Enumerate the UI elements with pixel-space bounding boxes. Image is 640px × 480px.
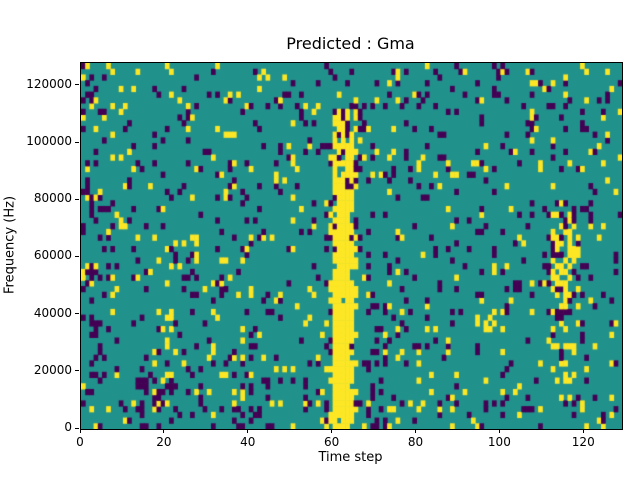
chart-title: Predicted : Gma [286,34,415,53]
x-tick-label: 60 [323,435,340,449]
x-tick [79,429,81,433]
x-tick-label: 120 [571,435,595,449]
y-tick [75,255,79,257]
y-tick [75,427,79,429]
y-tick-label: 80000 [33,191,72,206]
x-tick [163,429,165,433]
y-tick-label: 0 [64,420,72,434]
y-tick-label: 100000 [26,134,72,149]
y-axis-label: Frequency (Hz) [2,195,18,295]
y-tick [75,141,79,143]
x-axis-label: Time step [318,450,383,465]
x-tick [498,429,500,433]
x-tick-label: 40 [240,435,256,449]
y-tick-label: 60000 [33,248,72,263]
x-tick [582,429,584,433]
x-tick-label: 100 [487,435,511,449]
y-tick [75,198,79,200]
y-tick [75,370,79,372]
y-tick-label: 40000 [33,305,72,320]
x-tick-label: 80 [407,435,424,449]
x-tick [331,429,333,433]
y-tick [75,84,79,86]
x-tick-label: 0 [76,435,84,449]
x-tick-label: 20 [156,435,172,449]
y-tick-label: 20000 [33,362,72,377]
plot-area [80,62,623,430]
x-tick [415,429,416,433]
heatmap-canvas [81,63,622,429]
x-tick [247,429,249,433]
y-tick-label: 120000 [26,76,72,91]
y-tick [75,313,79,315]
